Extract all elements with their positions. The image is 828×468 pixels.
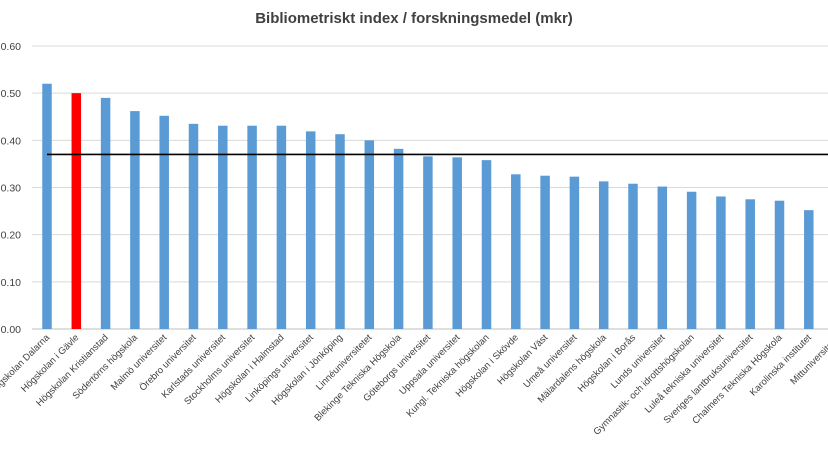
bar <box>100 97 111 329</box>
y-tick-label: 0.00 <box>1 324 22 336</box>
bar <box>481 160 492 329</box>
bar <box>218 125 228 329</box>
y-tick-label: 0.60 <box>1 41 22 53</box>
bar <box>393 148 404 329</box>
bar <box>130 111 140 329</box>
bar <box>686 191 697 329</box>
x-tick-label: Högskolan Väst <box>495 332 550 387</box>
bar <box>598 181 609 329</box>
bar <box>159 115 169 329</box>
chart-title: Bibliometriskt index / forskningsmedel (… <box>255 10 573 27</box>
bar <box>628 183 638 329</box>
bar <box>657 186 668 329</box>
y-tick-label: 0.20 <box>1 230 22 242</box>
y-tick-label: 0.10 <box>1 277 22 289</box>
bar <box>42 83 52 329</box>
bar <box>71 93 82 330</box>
bar <box>804 210 814 329</box>
bar <box>364 140 375 329</box>
bar <box>569 176 580 329</box>
bar <box>305 131 316 329</box>
y-tick-label: 0.40 <box>1 135 22 147</box>
bar <box>774 200 785 329</box>
bar <box>511 174 521 329</box>
bar <box>452 157 462 329</box>
bar <box>335 134 345 329</box>
bar <box>188 123 199 329</box>
bar <box>423 156 433 329</box>
bar <box>540 175 550 329</box>
y-tick-label: 0.30 <box>1 183 22 195</box>
y-tick-label: 0.50 <box>1 88 22 100</box>
bar <box>745 199 755 329</box>
bar <box>716 196 726 329</box>
bar <box>276 125 287 329</box>
bar <box>247 125 257 329</box>
